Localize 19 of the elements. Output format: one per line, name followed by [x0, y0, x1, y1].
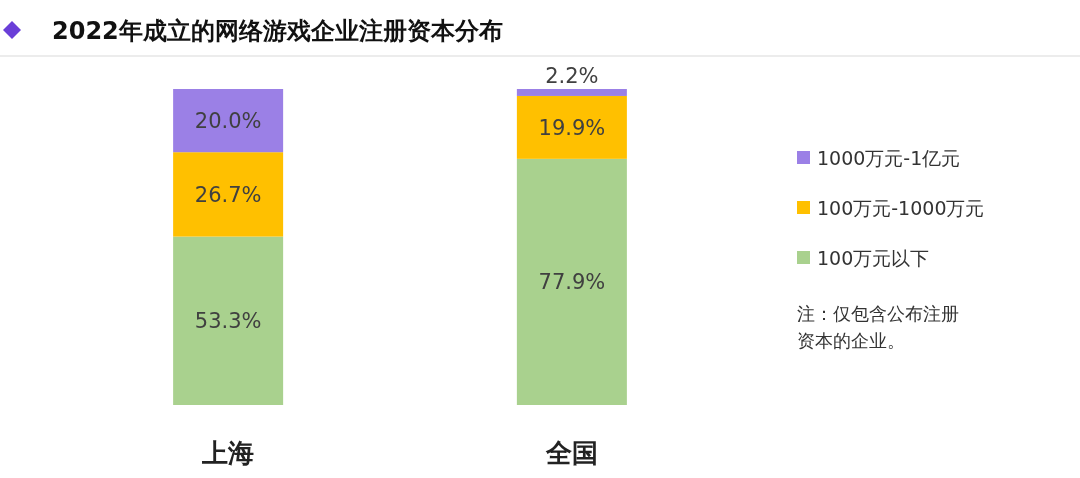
x-tick-label: 全国 [544, 438, 598, 468]
text: 注：仅包含公布注册资本的企业。 [797, 303, 959, 351]
bar [516, 95, 627, 159]
bar [173, 89, 284, 153]
bar [173, 236, 284, 405]
legend-label: 100万元以下 [817, 246, 930, 269]
bar [516, 158, 627, 405]
x-tick-label: 上海 [201, 438, 255, 468]
legend-label: 100万元-1000万元 [817, 196, 985, 219]
data-label: 19.9% [538, 115, 606, 140]
chart-title: 2022年成立的网络游戏企业注册资本分布 [52, 17, 503, 45]
data-label: 53.3% [194, 309, 262, 334]
bar [173, 152, 284, 237]
legend-label: 1000万元-1亿元 [817, 146, 961, 169]
data-label: 2.2% [545, 64, 599, 88]
bar [516, 89, 627, 96]
data-label: 20.0% [194, 108, 262, 133]
data-label: 77.9% [538, 270, 606, 295]
data-label: 26.7% [194, 182, 262, 207]
